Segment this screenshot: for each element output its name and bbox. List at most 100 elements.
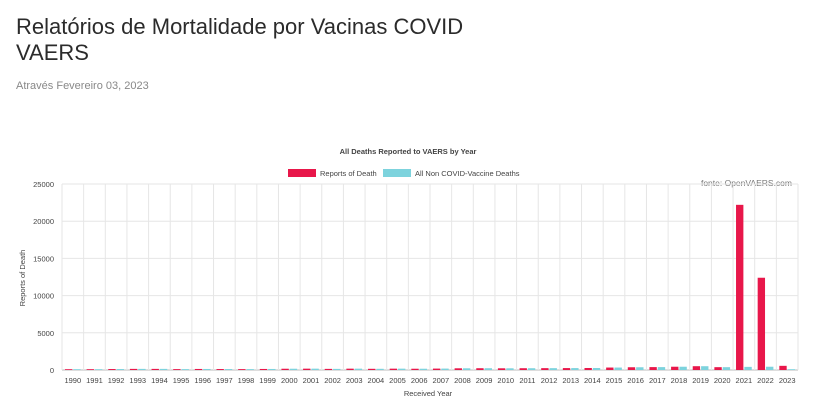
x-tick-label: 2016 (627, 376, 644, 385)
x-tick-label: 2021 (736, 376, 753, 385)
bar-non-covid-2011 (527, 368, 536, 370)
y-tick-labels: 0 5000 10000 15000 20000 25000 (33, 180, 54, 375)
x-tick-label: 2003 (346, 376, 363, 385)
x-tick-label: 1998 (238, 376, 255, 385)
bar-reports-2010 (497, 368, 506, 370)
x-tick-label: 2014 (584, 376, 601, 385)
y-tick-label: 20000 (33, 217, 54, 226)
x-tick-labels: 1990 1991 1992 1993 1994 1995 1996 1997 1998 1999… (64, 376, 795, 385)
bar-reports-2021 (736, 204, 744, 370)
bar-non-covid-1994 (159, 368, 168, 370)
bar-non-covid-1997 (224, 369, 233, 370)
bar-reports-2007 (432, 368, 441, 370)
bar-reports-2003 (346, 368, 354, 370)
x-tick-label: 2011 (519, 376, 535, 385)
bar-non-covid-2003 (354, 368, 363, 370)
x-tick-label: 1993 (129, 376, 146, 385)
x-tick-label: 2007 (432, 376, 449, 385)
x-tick-label: 2006 (411, 376, 428, 385)
bar-non-covid-2009 (484, 368, 492, 370)
bar-non-covid-2006 (419, 368, 428, 370)
bar-reports-1995 (173, 369, 181, 370)
bar-reports-2002 (324, 368, 333, 370)
bar-non-covid-2004 (376, 368, 384, 370)
bar-reports-1998 (238, 369, 246, 370)
x-tick-label: 2012 (541, 376, 558, 385)
bar-reports-2006 (411, 368, 419, 370)
x-axis-label: Received Year (404, 389, 453, 398)
bar-non-covid-2005 (398, 368, 406, 370)
x-tick-label: 1991 (86, 376, 103, 385)
bar-non-covid-2015 (614, 367, 622, 370)
bar-reports-2000 (281, 368, 289, 370)
x-tick-label: 2022 (757, 376, 774, 385)
bar-reports-1992 (108, 369, 116, 370)
bar-reports-1996 (194, 368, 203, 370)
x-tick-label: 1994 (151, 376, 168, 385)
grid-lines (61, 183, 799, 371)
bar-non-covid-2010 (506, 368, 514, 370)
chart-source: fonte: OpenVAERS.com (701, 178, 792, 188)
bar-non-covid-2008 (462, 368, 471, 370)
bar-reports-2020 (714, 367, 722, 370)
chart-title: All Deaths Reported to VAERS by Year (340, 147, 477, 156)
bar-reports-2004 (368, 368, 376, 370)
bar-reports-2009 (476, 368, 484, 370)
bar-non-covid-1998 (246, 369, 254, 370)
bar-non-covid-2021 (744, 366, 752, 370)
bar-reports-2013 (562, 368, 571, 370)
x-tick-label: 1992 (108, 376, 125, 385)
bar-reports-2011 (519, 368, 527, 370)
bar-reports-2008 (454, 368, 462, 370)
x-tick-label: 2013 (562, 376, 579, 385)
legend-label-non-covid: All Non COVID-Vaccine Deaths (415, 169, 520, 178)
x-tick-label: 1996 (194, 376, 211, 385)
x-tick-label: 2000 (281, 376, 298, 385)
bar-reports-2001 (303, 368, 311, 370)
bar-non-covid-2017 (657, 367, 666, 370)
x-tick-label: 2009 (476, 376, 493, 385)
bar-non-covid-2020 (722, 367, 731, 370)
x-tick-label: 2008 (454, 376, 471, 385)
bar-reports-1991 (86, 369, 94, 370)
bar-reports-2016 (627, 367, 636, 370)
bar-reports-1993 (129, 368, 138, 370)
x-tick-label: 2001 (303, 376, 320, 385)
bar-reports-1999 (259, 368, 268, 370)
x-tick-label: 2023 (779, 376, 796, 385)
bar-non-covid-2019 (701, 366, 709, 370)
y-axis-label: Reports of Death (18, 250, 27, 307)
bar-non-covid-2016 (636, 367, 644, 370)
bar-reports-2022 (757, 277, 766, 370)
y-tick-label: 5000 (37, 329, 54, 338)
bar-non-covid-2018 (679, 366, 687, 370)
bar-non-covid-1999 (268, 368, 276, 370)
bar-non-covid-1990 (73, 369, 81, 370)
bar-non-covid-2001 (311, 368, 319, 370)
bar-reports-1994 (151, 368, 159, 370)
bars (64, 204, 796, 370)
x-tick-label: 1999 (259, 376, 276, 385)
x-tick-label: 1997 (216, 376, 233, 385)
bar-reports-1990 (64, 369, 73, 370)
bar-reports-2017 (649, 367, 657, 370)
bar-non-covid-2007 (441, 368, 449, 370)
legend-swatch-reports (288, 169, 316, 177)
bar-reports-1997 (216, 369, 224, 370)
bar-reports-2014 (584, 367, 592, 370)
bar-reports-2005 (389, 368, 398, 370)
page-title: Relatórios de Mortalidade por Vacinas CO… (16, 14, 464, 65)
y-tick-label: 25000 (33, 180, 54, 189)
bar-reports-2019 (692, 366, 701, 370)
publication-date: Através Fevereiro 03, 2023 (16, 80, 149, 92)
legend-swatch-non-covid (383, 169, 411, 177)
x-tick-label: 2017 (649, 376, 666, 385)
x-tick-label: 2010 (497, 376, 514, 385)
y-tick-label: 10000 (33, 292, 54, 301)
bar-non-covid-2012 (549, 368, 557, 370)
chart-legend: Reports of Death All Non COVID-Vaccine D… (288, 169, 520, 178)
x-tick-label: 2015 (606, 376, 623, 385)
bar-non-covid-2000 (289, 368, 298, 370)
bar-non-covid-2022 (766, 366, 774, 370)
y-tick-label: 0 (50, 366, 54, 375)
